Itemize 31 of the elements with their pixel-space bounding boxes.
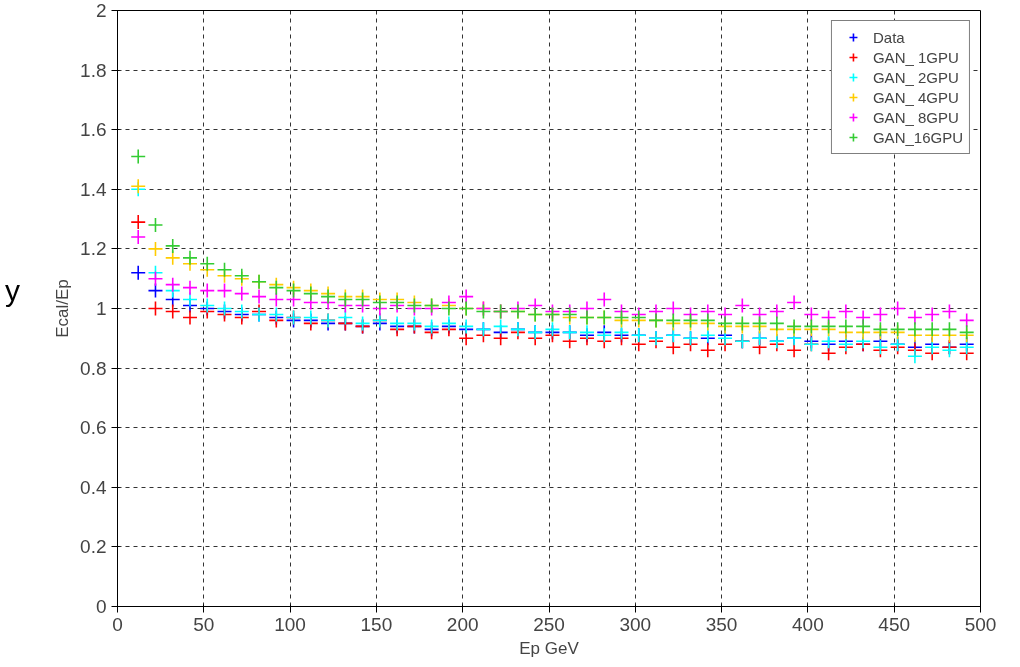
y-tick-label: 0 bbox=[95, 596, 107, 617]
x-tick-label: 150 bbox=[360, 613, 393, 635]
y-tick-label: 0.8 bbox=[80, 357, 107, 379]
y-tick-label: 1.8 bbox=[80, 59, 107, 81]
text: y bbox=[5, 273, 20, 309]
x-tick-label: 100 bbox=[274, 613, 306, 635]
legend-label: GAN_ 2GPU bbox=[872, 68, 959, 86]
y-tick-label: 0.4 bbox=[80, 476, 107, 498]
x-tick-label: 350 bbox=[705, 613, 738, 635]
x-tick-label: 250 bbox=[533, 613, 565, 635]
y-tick-label: 2 bbox=[95, 0, 107, 21]
x-axis-title: Ep GeV bbox=[519, 638, 580, 658]
y-tick-label: 0.6 bbox=[80, 417, 107, 439]
x-tick-label: 200 bbox=[446, 613, 479, 635]
y-tick-label: 1.6 bbox=[80, 119, 107, 141]
legend-label: Data bbox=[872, 28, 905, 46]
legend-label: GAN_ 8GPU bbox=[872, 108, 959, 126]
y-tick-label: 1 bbox=[95, 298, 107, 319]
y-axis-title: Ecal/Ep bbox=[53, 279, 73, 338]
x-tick-label: 300 bbox=[619, 613, 652, 635]
x-tick-label: 50 bbox=[193, 613, 215, 635]
y-tick-label: 0.2 bbox=[80, 536, 107, 558]
x-tick-label: 450 bbox=[878, 613, 911, 635]
x-tick-label: 400 bbox=[792, 613, 824, 635]
y-tick-label: 1.2 bbox=[80, 238, 107, 260]
x-tick-label: 500 bbox=[964, 613, 997, 635]
legend-label: GAN_16GPU bbox=[872, 128, 963, 146]
legend-label: GAN_ 4GPU bbox=[872, 88, 959, 106]
legend-label: GAN_ 1GPU bbox=[872, 48, 959, 66]
y-tick-label: 1.4 bbox=[80, 178, 107, 200]
x-tick-label: 0 bbox=[112, 613, 123, 635]
